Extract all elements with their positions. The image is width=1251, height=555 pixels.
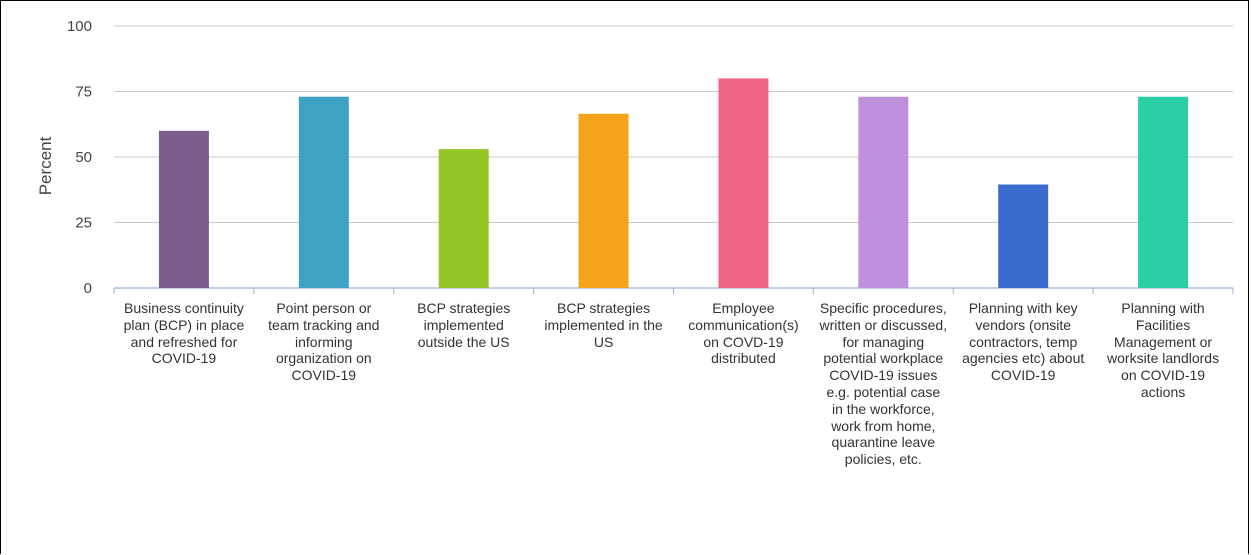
- y-tick-label: 0: [84, 280, 92, 297]
- x-category-label: BCP strategies implemented in the US: [544, 300, 663, 350]
- y-tick-label: 25: [75, 215, 92, 232]
- bar: [438, 149, 489, 288]
- bar: [858, 96, 909, 289]
- x-category-label: Planning with Facilities Management or w…: [1107, 300, 1220, 400]
- x-category-label: Specific procedures, written or discusse…: [819, 300, 948, 468]
- y-tick-label: 100: [67, 18, 92, 35]
- y-tick-label: 50: [75, 149, 92, 166]
- bar: [298, 96, 349, 289]
- bar: [158, 130, 209, 288]
- x-category-label: Point person or team tracking and inform…: [268, 300, 380, 384]
- bar: [1138, 96, 1189, 289]
- bar: [718, 78, 769, 289]
- x-category-label: Employee communication(s) on COVD-19 dis…: [688, 300, 799, 367]
- bar: [578, 113, 629, 289]
- bar: [998, 184, 1049, 288]
- y-tick-label: 75: [75, 84, 92, 101]
- x-category-label: Planning with key vendors (onsite contra…: [962, 300, 1085, 384]
- x-category-label: Business continuity plan (BCP) in place …: [123, 300, 245, 367]
- y-axis-title: Percent: [36, 136, 55, 196]
- x-category-label: BCP strategies implemented outside the U…: [417, 300, 511, 350]
